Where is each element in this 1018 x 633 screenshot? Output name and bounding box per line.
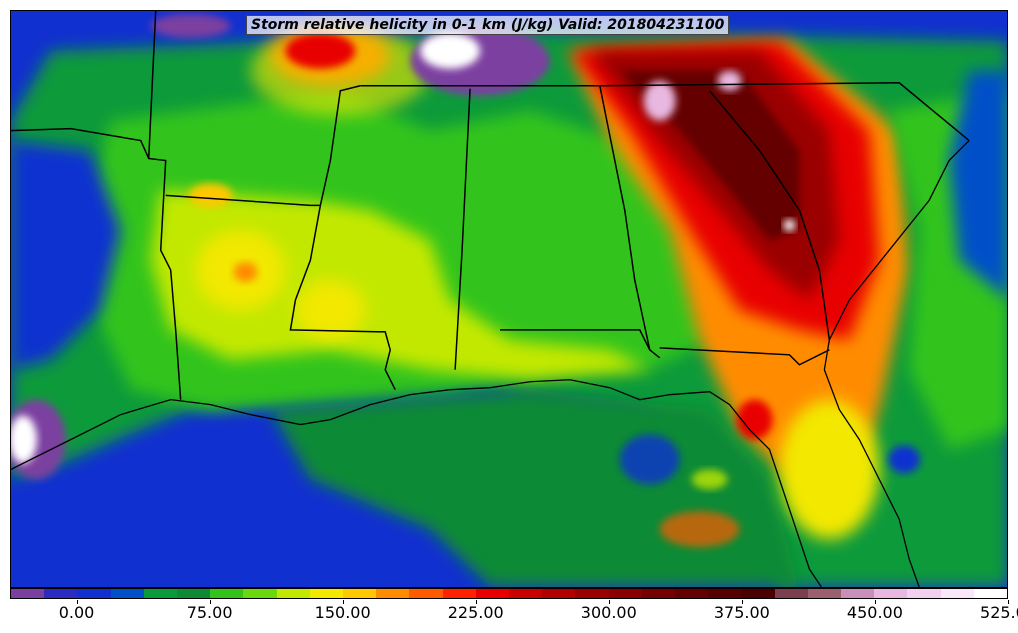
colorbar-tick-label: 300.00: [580, 603, 637, 622]
colorbar-tick-label: 0.00: [58, 603, 95, 622]
colorbar-segment: [110, 589, 144, 598]
colorbar-segment: [807, 589, 842, 598]
colorbar-segment: [575, 589, 609, 598]
orange-patch-oklahoma: [188, 183, 233, 208]
colorbar-segment: [177, 589, 211, 598]
colorbar-segment: [143, 589, 178, 598]
florida-yellow: [779, 399, 880, 540]
colorbar-segment: [708, 589, 742, 598]
colorbar-tick: [475, 600, 477, 604]
colorbar-segment: [409, 589, 443, 598]
helicity-map: [11, 11, 1007, 587]
map-title: Storm relative helicity in 0-1 km (J/kg)…: [246, 15, 730, 35]
colorbar-segment: [343, 589, 377, 598]
colorbar-segment: [907, 589, 941, 598]
atlantic-coastline: [823, 140, 970, 587]
colorbar-tick-label: 525.00: [980, 603, 1018, 622]
colorbar-segment: [475, 589, 510, 598]
orange-patch-texas: [233, 262, 258, 283]
red-core-north: [285, 32, 356, 69]
colorbar-segment: [641, 589, 676, 598]
land-yellowgreen-field: [150, 190, 650, 380]
colorbar-segment: [841, 589, 875, 598]
gulf-blue-spot: [619, 434, 680, 485]
colorbar-segment: [973, 589, 1008, 598]
colorbar-tick: [874, 600, 876, 604]
colorbar-tick: [1008, 600, 1009, 604]
colorbar-segment: [276, 589, 310, 598]
colorbar-labels: 0.00 75.00 150.00 225.00 300.00 375.00 450.00 5…: [10, 600, 1018, 624]
colorbar-tick: [608, 600, 610, 604]
colorbar-segment: [243, 589, 277, 598]
gulf-speckle-2: [691, 469, 728, 490]
state-borders: [11, 11, 970, 400]
colorbar-segment: [675, 589, 709, 598]
gulf-speckle-1: [659, 511, 740, 548]
gulf-coastline: [11, 379, 822, 587]
colorbar-segment: [774, 589, 808, 598]
colorbar-segment: [442, 589, 476, 598]
map-frame: [10, 10, 1008, 588]
colorbar-segment: [940, 589, 974, 598]
colorbar: [10, 588, 1008, 599]
yellow-patch-louisiana: [295, 280, 366, 340]
atlantic-blue: [949, 70, 1007, 299]
colorbar-segment: [376, 589, 410, 598]
colorbar-tick: [209, 600, 211, 604]
colorbar-tick-label: 450.00: [846, 603, 903, 622]
purple-topleft: [150, 13, 231, 38]
pink-max-3: [783, 219, 796, 232]
colorbar-segment: [874, 589, 908, 598]
colorbar-segment: [741, 589, 775, 598]
colorbar-tick: [76, 600, 78, 604]
colorbar-segment: [11, 589, 45, 598]
west-low-region: [11, 140, 121, 370]
colorbar-segment: [44, 589, 78, 598]
colorbar-tick-label: 375.00: [713, 603, 770, 622]
colorbar-tick: [741, 600, 743, 604]
colorbar-tick-label: 75.00: [186, 603, 233, 622]
white-gulf-west: [11, 415, 37, 464]
florida-blue-spot: [888, 445, 921, 474]
white-top: [420, 32, 481, 69]
colorbar-segment: [309, 589, 344, 598]
colorbar-segment: [509, 589, 543, 598]
colorbar-segment: [542, 589, 576, 598]
pink-max-2: [717, 70, 742, 91]
colorbar-tick: [342, 600, 344, 604]
colorbar-tick-label: 225.00: [447, 603, 504, 622]
colorbar-segment: [608, 589, 642, 598]
florida-red-spot: [736, 399, 773, 440]
colorbar-segment: [77, 589, 111, 598]
pink-max-1: [643, 80, 676, 121]
colorbar-segment: [210, 589, 244, 598]
colorbar-tick-label: 150.00: [314, 603, 371, 622]
